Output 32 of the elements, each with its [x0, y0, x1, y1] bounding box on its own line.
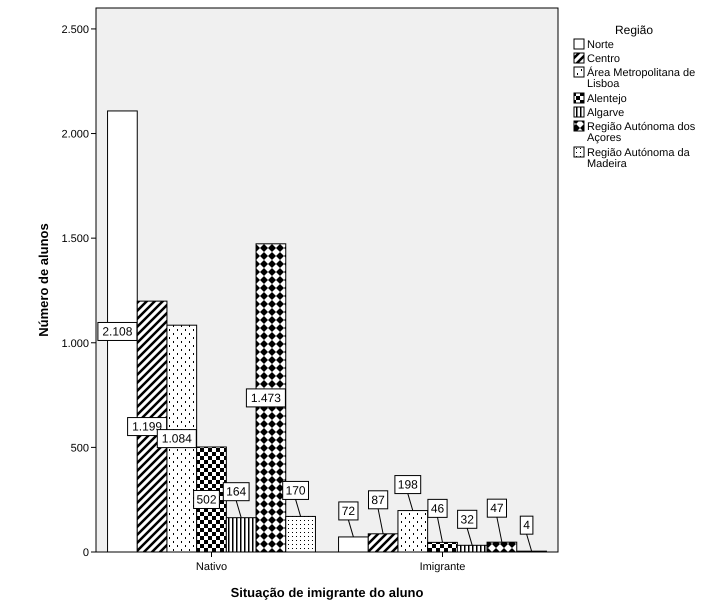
- data-label: 1.084: [162, 432, 192, 446]
- data-label: 46: [430, 501, 444, 516]
- data-label: 1.199: [132, 420, 162, 434]
- legend-label: Área Metropolitana de Lisboa: [587, 66, 696, 90]
- data-label: 32: [460, 512, 474, 526]
- data-label: 2.108: [102, 324, 133, 338]
- y-tick-label: 2.000: [61, 128, 89, 141]
- legend-label: Região Autónoma dos Açores: [587, 121, 696, 144]
- y-tick-label: 1.500: [61, 233, 89, 246]
- data-label: 47: [490, 501, 504, 516]
- data-label: 87: [371, 492, 386, 507]
- y-tick-label: 1.000: [61, 338, 89, 350]
- legend-label: Centro: [587, 53, 620, 65]
- x-tick-label: Nativo: [196, 561, 228, 573]
- y-tick-label: 2.500: [61, 24, 89, 36]
- data-label: 164: [226, 484, 247, 499]
- legend-title: Região: [614, 23, 654, 37]
- legend-label: Norte: [587, 39, 614, 51]
- data-label: 72: [342, 504, 356, 518]
- y-axis-title: Número de alunos: [36, 223, 51, 337]
- y-tick-label: 0: [82, 547, 89, 559]
- legend-label: Algarve: [587, 107, 624, 119]
- data-label: 1.473: [250, 390, 282, 405]
- data-label: 198: [398, 478, 418, 492]
- data-label: 502: [196, 492, 217, 506]
- x-axis-title: Situação de imigrante do aluno: [230, 585, 424, 600]
- legend-label: Alentejo: [587, 93, 627, 105]
- data-label: 170: [286, 483, 306, 498]
- legend-label: Região Autónoma da Madeira: [587, 147, 691, 170]
- data-label: 4: [523, 518, 530, 532]
- x-tick-label: Imigrante: [420, 561, 466, 573]
- y-tick-label: 500: [70, 442, 89, 454]
